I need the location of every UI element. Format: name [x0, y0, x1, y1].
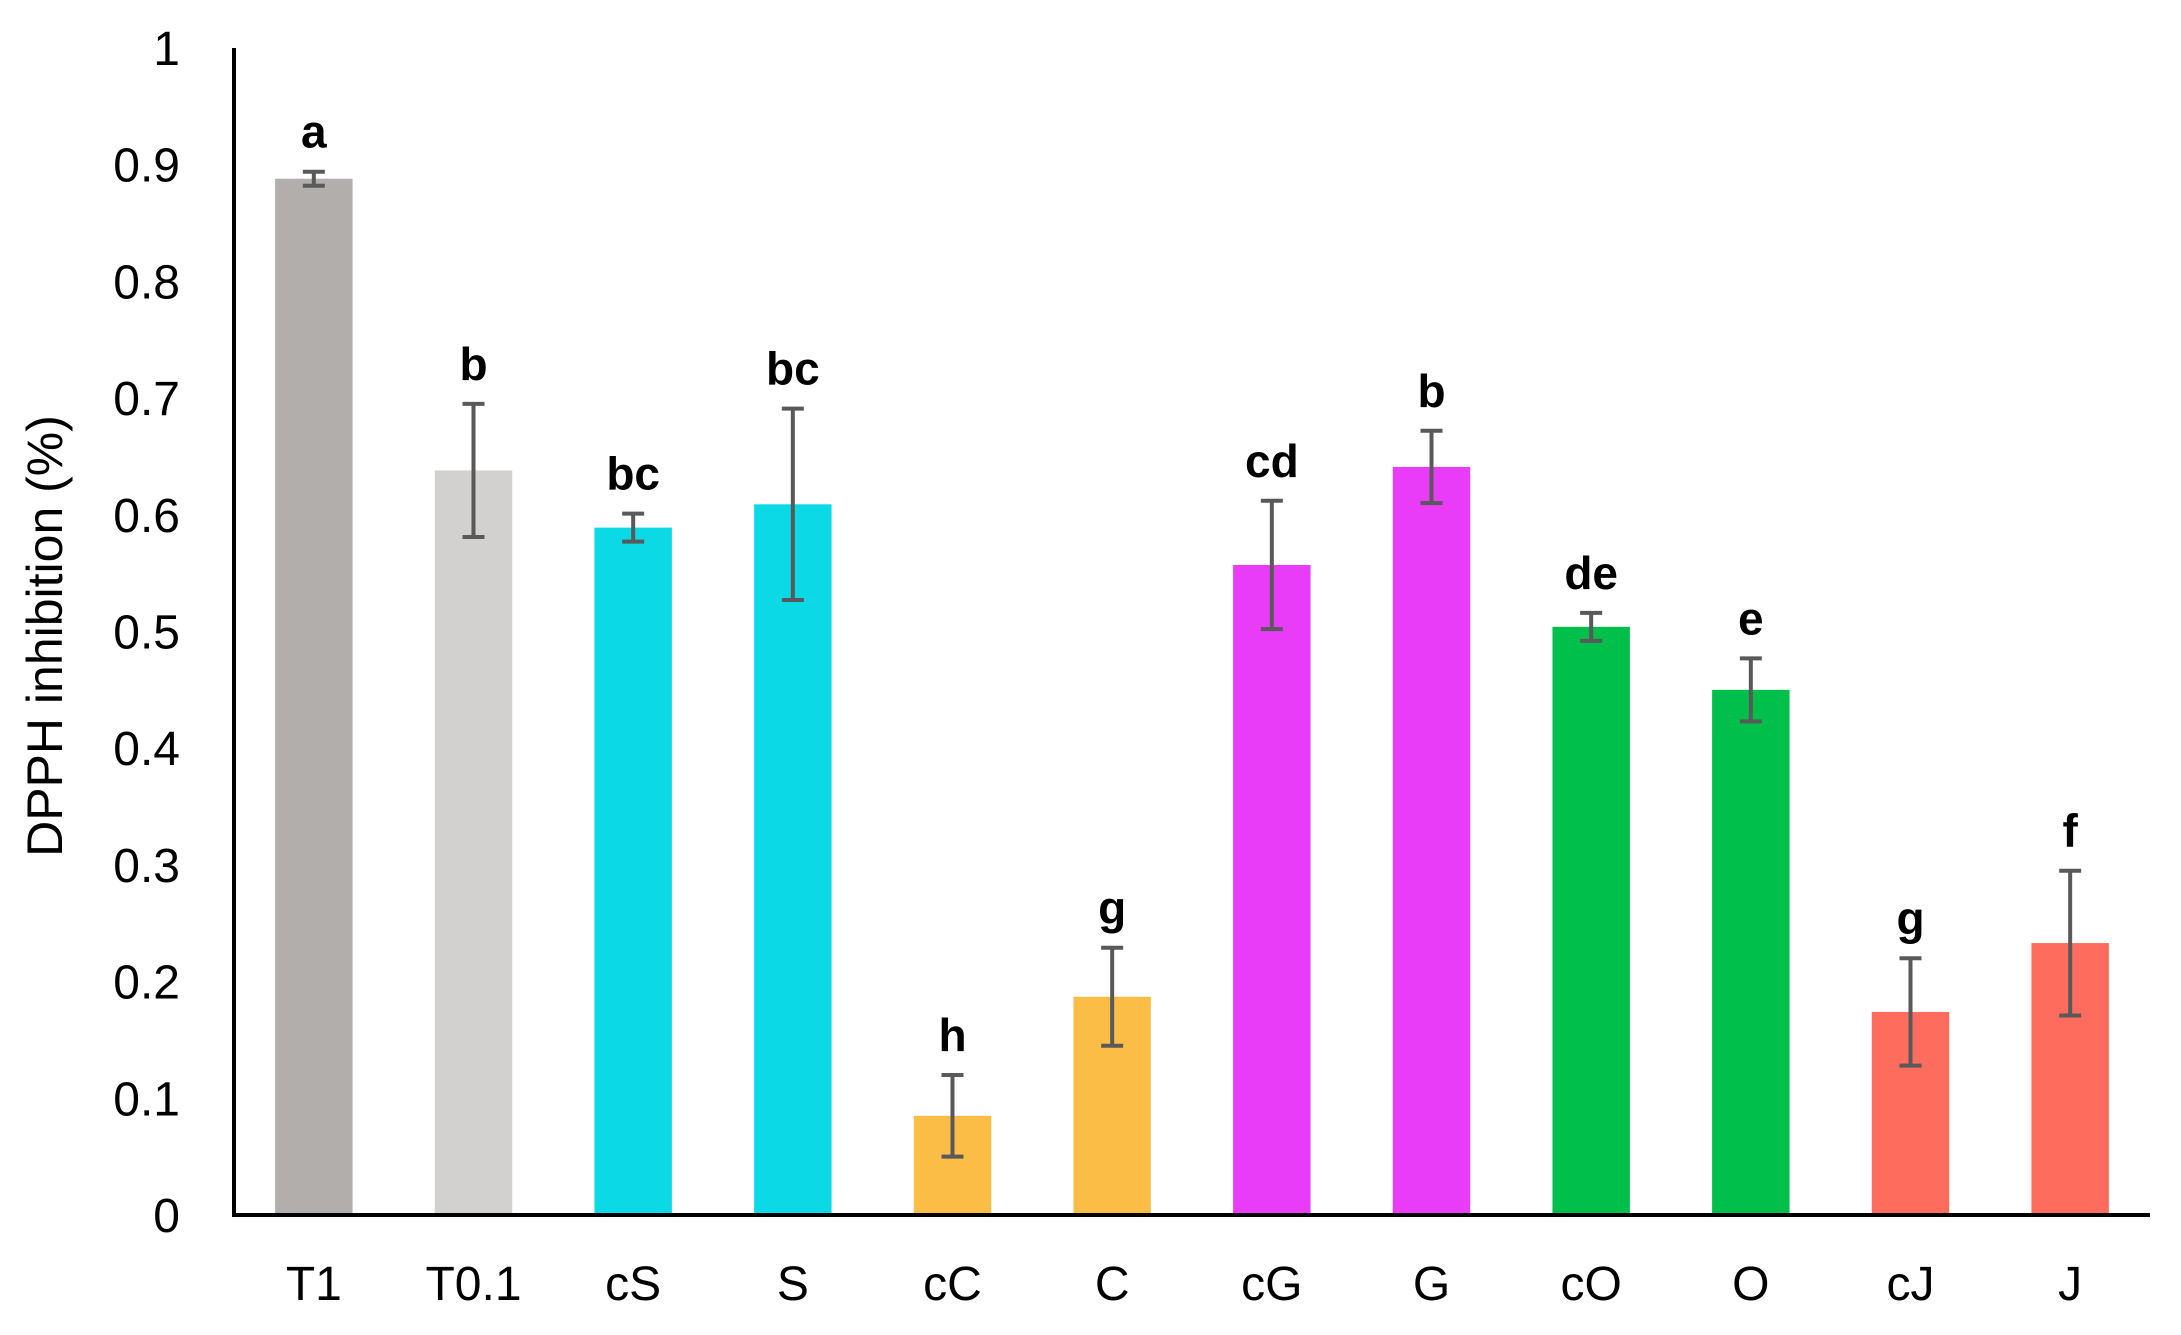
error-bar-J: [2059, 868, 2082, 1018]
error-bar-cS: [622, 511, 645, 544]
bar-T0.1: [434, 470, 513, 1216]
bars-layer: [275, 178, 2109, 1216]
x-tick-label: S: [777, 1258, 809, 1311]
y-tick-labels: 0 0.1 0.2 0.3 0.4 0.5 0.6 0.7 0.8 0.9 1: [113, 23, 180, 1243]
error-bars-layer: [302, 169, 2082, 1159]
significance-labels-layer: a b bc bc h g cd b de e g f: [301, 106, 2078, 1061]
x-tick-label: G: [1413, 1258, 1450, 1311]
error-bar-G: [1420, 428, 1443, 506]
y-tick-label: 0.9: [113, 140, 180, 193]
error-bar-cO: [1580, 610, 1603, 643]
error-bar-cC: [941, 1072, 964, 1159]
significance-label: h: [938, 1009, 966, 1061]
error-bar-cJ: [1899, 956, 1922, 1068]
x-tick-label: J: [2058, 1258, 2082, 1311]
significance-label: e: [1738, 592, 1764, 644]
significance-label: a: [301, 106, 327, 158]
y-tick-label: 0.2: [113, 957, 180, 1010]
x-tick-label: cS: [605, 1258, 661, 1311]
x-tick-label: cO: [1560, 1258, 1621, 1311]
significance-label: f: [2063, 805, 2079, 857]
x-tick-label: cJ: [1887, 1258, 1935, 1311]
y-tick-label: 0.5: [113, 607, 180, 660]
y-axis-title: DPPH inhibition (%): [17, 415, 73, 857]
y-tick-label: 0.7: [113, 373, 180, 426]
error-bar-O: [1739, 656, 1762, 724]
y-tick-label: 0.1: [113, 1073, 180, 1126]
significance-label: b: [1417, 365, 1445, 417]
bar-G: [1392, 466, 1471, 1215]
bar-T1: [275, 178, 353, 1216]
y-tick-label: 1: [153, 23, 180, 76]
significance-label: bc: [606, 448, 660, 500]
y-tick-label: 0.3: [113, 840, 180, 893]
bar-S: [754, 504, 832, 1215]
bar-cG: [1233, 564, 1311, 1215]
error-bar-T1: [302, 169, 325, 188]
significance-label: cd: [1245, 435, 1299, 487]
significance-label: g: [1098, 882, 1126, 934]
y-tick-label: 0.6: [113, 490, 180, 543]
x-tick-label: T0.1: [425, 1258, 521, 1311]
error-bar-T0.1: [462, 401, 485, 539]
x-tick-label: T1: [286, 1258, 342, 1311]
y-tick-label: 0: [153, 1190, 180, 1243]
x-tick-label: cG: [1241, 1258, 1302, 1311]
axes-layer: [232, 48, 2150, 1217]
x-tick-label: O: [1732, 1258, 1769, 1311]
error-bar-cG: [1260, 498, 1283, 632]
y-tick-label: 0.8: [113, 256, 180, 309]
bar-O: [1712, 689, 1790, 1215]
x-tick-label: C: [1095, 1258, 1130, 1311]
y-tick-label: 0.4: [113, 723, 180, 776]
significance-label: de: [1564, 547, 1618, 599]
significance-label: b: [459, 338, 487, 390]
significance-label: g: [1896, 892, 1924, 944]
x-tick-label: cC: [923, 1258, 982, 1311]
bar-cO: [1552, 626, 1630, 1215]
error-bar-C: [1101, 945, 1124, 1048]
error-bar-S: [781, 406, 804, 602]
significance-label: bc: [766, 343, 820, 395]
bar-cS: [594, 527, 672, 1215]
